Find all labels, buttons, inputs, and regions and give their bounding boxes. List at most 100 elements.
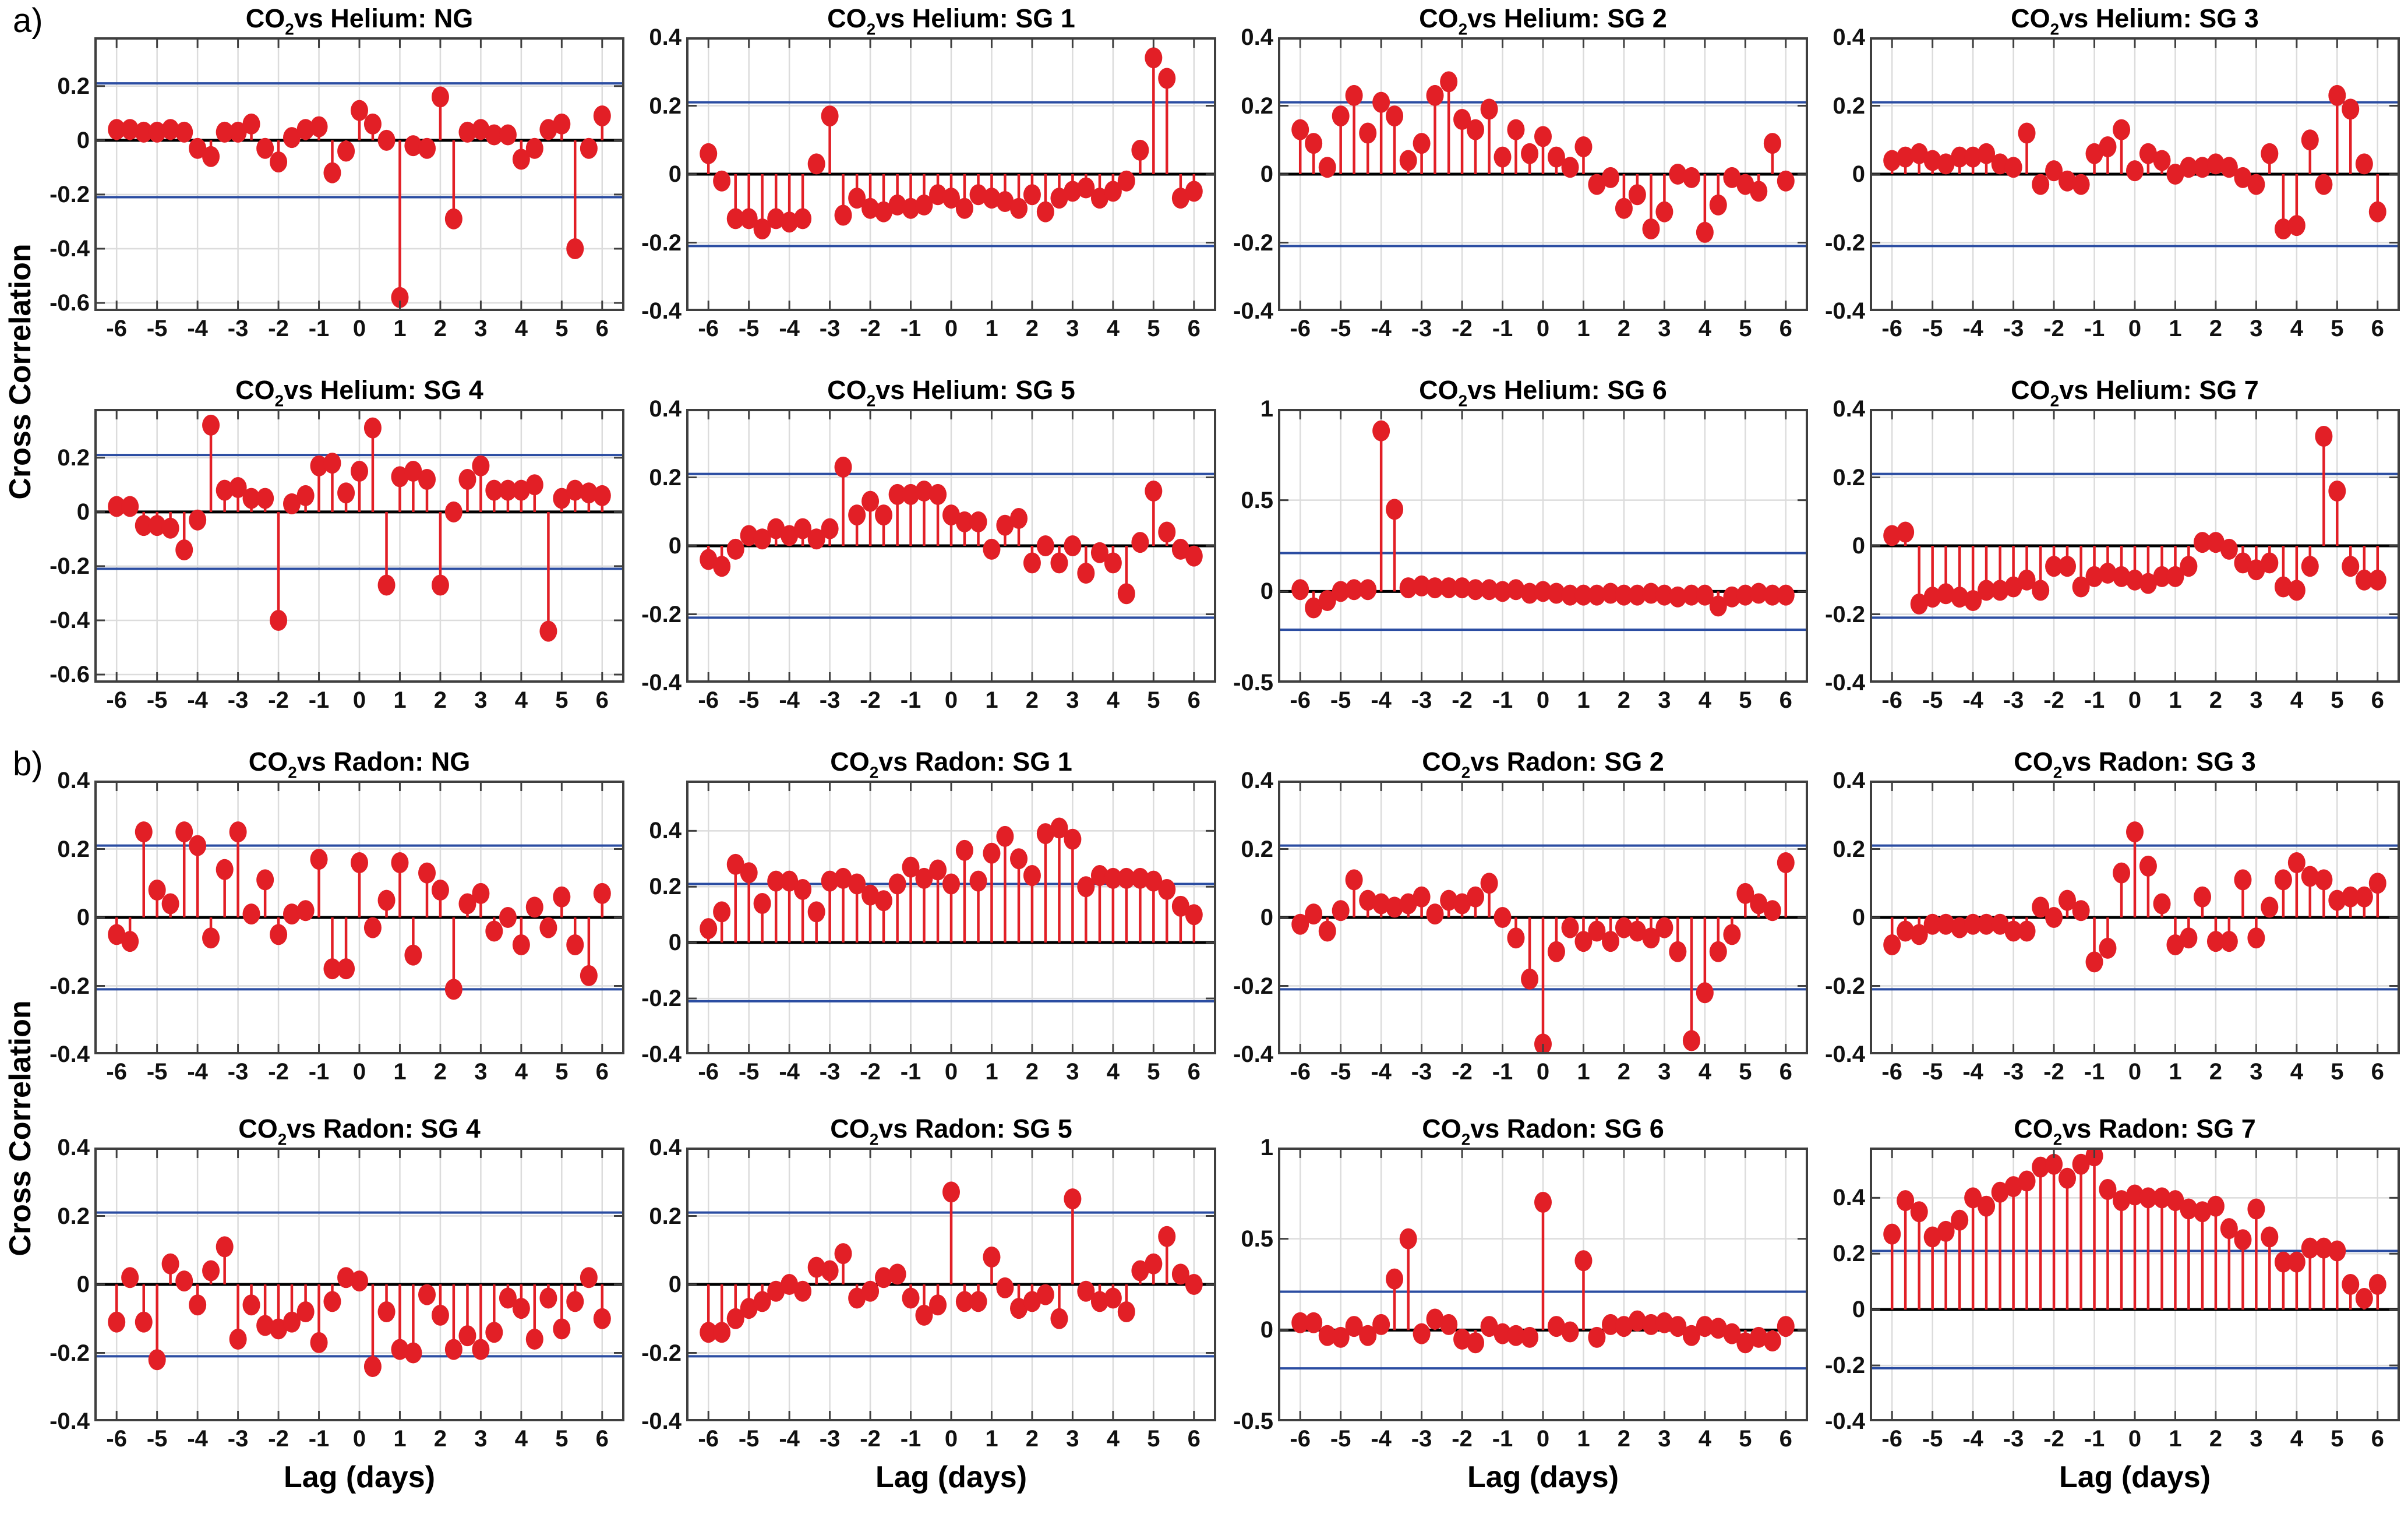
x-tick-label: 5 [1739, 1059, 1752, 1085]
data-point-marker [525, 896, 543, 918]
x-tick-label: 4 [1698, 316, 1711, 341]
data-point-marker [1332, 105, 1350, 127]
data-point-marker [2153, 150, 2171, 171]
data-point-marker [955, 1291, 973, 1312]
data-point-marker [1440, 1314, 1458, 1335]
data-point-marker [942, 188, 960, 209]
y-tick-label: -0.6 [50, 662, 90, 688]
data-point-marker [1318, 590, 1336, 611]
data-point-marker [1964, 1187, 1982, 1209]
y-tick-label: 0 [1852, 533, 1865, 559]
x-tick-label: 0 [1536, 687, 1550, 713]
y-tick-label: 0.2 [649, 464, 682, 490]
data-point-marker [2099, 563, 2117, 584]
x-tick-label: 3 [1066, 316, 1079, 341]
data-point-marker [781, 525, 799, 546]
data-point-marker [2301, 866, 2319, 887]
data-point-marker [1964, 146, 1982, 168]
stem-series [1883, 84, 2386, 239]
chart-title: CO2vs Helium: SG 7 [1870, 375, 2400, 411]
data-point-marker [1991, 153, 2009, 175]
x-tick-label: -1 [308, 687, 330, 713]
x-tick-label: -1 [2084, 1426, 2105, 1452]
chart-title-subscript: 2 [285, 20, 294, 38]
data-point-marker [2139, 855, 2157, 877]
data-point-marker [1547, 583, 1565, 604]
x-tick-label: 4 [1106, 1426, 1120, 1452]
data-point-marker [539, 620, 557, 642]
data-point-marker [1777, 852, 1795, 873]
x-tick-label: -4 [187, 1059, 208, 1085]
data-point-marker [2099, 937, 2117, 959]
data-point-marker [458, 1325, 476, 1347]
y-tick-label: 0.4 [649, 818, 682, 844]
data-point-marker [1090, 1291, 1108, 1312]
axis-ticks [96, 781, 623, 1054]
x-tick-label: -5 [1922, 687, 1943, 713]
data-point-marker [1507, 1325, 1525, 1346]
x-tick-label: -3 [819, 316, 841, 341]
data-point-marker [458, 468, 476, 490]
chart-title-prefix: CO [238, 1114, 278, 1143]
data-point-marker [1897, 146, 1915, 168]
data-point-marker [1332, 1326, 1350, 1348]
chart-plot-co2-vs-radon-sg6 [1278, 1148, 1808, 1421]
data-point-marker [310, 1332, 328, 1353]
data-point-marker [1318, 157, 1336, 178]
y-tick-label: 1 [1260, 1135, 1273, 1160]
data-point-marker [1777, 1316, 1795, 1337]
data-point-marker [296, 485, 315, 506]
data-point-marker [848, 504, 866, 526]
data-point-marker [310, 455, 328, 476]
x-tick-label: -2 [1452, 1426, 1473, 1452]
data-point-marker [1291, 119, 1309, 140]
x-tick-label: 0 [352, 1059, 366, 1085]
data-point-marker [1131, 867, 1149, 889]
data-point-marker [1547, 1316, 1565, 1337]
y-tick-label: 0.4 [57, 1135, 90, 1160]
chart-title-subscript: 2 [866, 391, 876, 410]
y-tick-label: -0.2 [1825, 601, 1865, 627]
y-tick-label: -0.4 [50, 235, 90, 262]
chart-title-suffix: vs Helium: SG 6 [1467, 375, 1667, 405]
x-tick-label: 4 [1698, 1059, 1711, 1085]
data-point-marker [1480, 579, 1498, 601]
y-tick-label: -0.4 [1825, 298, 1865, 324]
x-tick-label: 2 [2209, 316, 2223, 341]
chart-title-suffix: vs Helium: SG 5 [875, 375, 1075, 405]
data-point-marker [1440, 889, 1458, 911]
data-point-marker [1642, 927, 1660, 949]
data-point-marker [2247, 174, 2265, 195]
x-tick-label: 1 [985, 1426, 998, 1452]
x-tick-label: -6 [1881, 1426, 1902, 1452]
data-point-marker [216, 479, 234, 501]
data-point-marker [377, 129, 396, 151]
data-point-marker [1090, 865, 1108, 887]
x-tick-label: -6 [1881, 687, 1902, 713]
y-tick-label: 0.4 [1833, 1185, 1865, 1211]
chart-co2-vs-radon-sg2: CO2vs Radon: SG 2 0.4 0.2 0 -0.2 -0.4 -6 -5 -4 -3… [1224, 743, 1816, 1110]
chart-title-subscript: 2 [2050, 20, 2060, 38]
data-point-marker [1534, 581, 1552, 602]
data-point-marker [996, 191, 1014, 212]
data-point-marker [1036, 201, 1054, 223]
x-tick-label: -4 [1962, 1426, 1983, 1452]
data-point-marker [1332, 581, 1350, 602]
x-tick-label: 5 [555, 316, 569, 341]
axis-ticks [1279, 1148, 1807, 1421]
data-point-marker [1696, 221, 1714, 243]
data-point-marker [807, 1256, 825, 1278]
x-tick-label: 2 [433, 1059, 447, 1085]
data-point-marker [2342, 1274, 2360, 1295]
data-point-marker [1171, 188, 1189, 209]
chart-title-suffix: vs Radon: SG 6 [1470, 1114, 1664, 1143]
chart-title-prefix: CO [2014, 1114, 2053, 1143]
x-tick-label: 2 [2209, 1426, 2223, 1452]
data-point-marker [753, 528, 771, 550]
x-tick-label: -6 [1290, 316, 1311, 341]
data-point-marker [861, 1280, 880, 1302]
data-point-marker [1077, 563, 1095, 584]
y-tick-label: -0.4 [1233, 1042, 1273, 1067]
data-point-marker [458, 893, 476, 915]
data-point-marker [2045, 556, 2063, 577]
